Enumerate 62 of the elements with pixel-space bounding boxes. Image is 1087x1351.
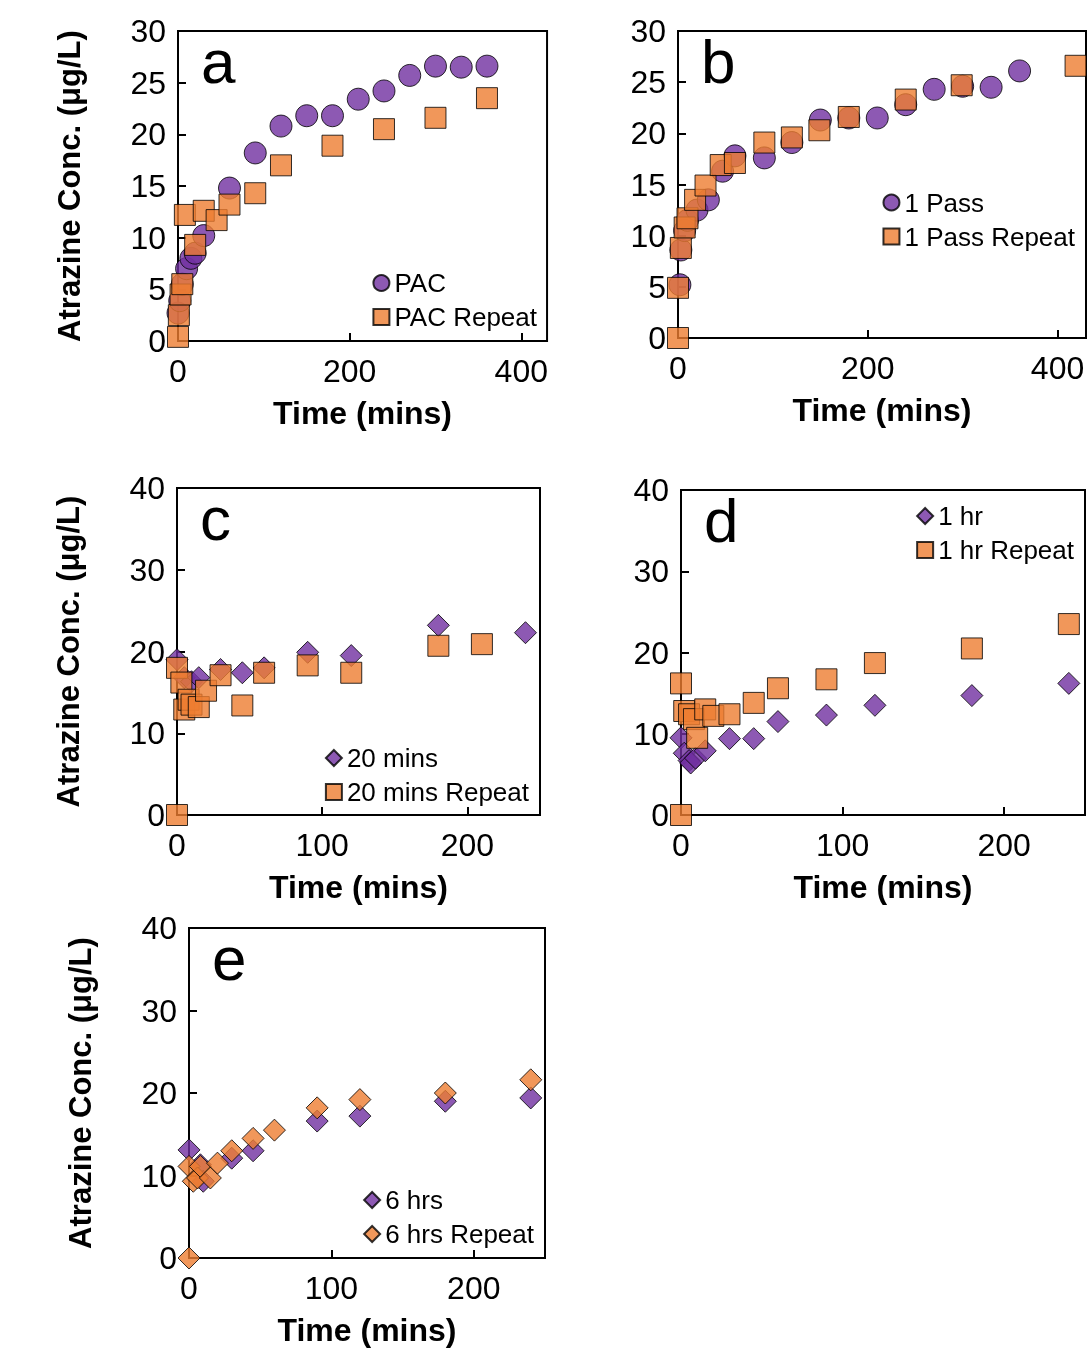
legend-label: 20 mins <box>346 743 438 773</box>
y-tick-label: 0 <box>148 323 166 359</box>
y-tick-label: 10 <box>630 217 666 254</box>
y-tick-label: 30 <box>129 551 165 588</box>
y-tick-label: 10 <box>633 715 669 752</box>
y-tick-label: 10 <box>141 1157 177 1194</box>
chart-title: a <box>201 26 236 96</box>
chart-title: c <box>200 483 231 553</box>
x-axis-title: Time (mins) <box>277 1312 457 1348</box>
y-tick-label: 0 <box>648 320 666 356</box>
y-tick-label: 10 <box>129 715 165 752</box>
y-tick-label: 5 <box>148 271 166 308</box>
y-axis-title: Atrazine Conc. (μg/L) <box>50 495 86 808</box>
y-tick-label: 40 <box>141 910 177 946</box>
y-tick-label: 0 <box>651 797 669 833</box>
legend-label: PAC <box>394 268 446 298</box>
chart-title: e <box>212 923 247 993</box>
y-tick-label: 25 <box>630 64 666 101</box>
y-tick-label: 15 <box>130 168 166 204</box>
legend-label: 6 hrs Repeat <box>385 1219 535 1249</box>
x-tick-label: 100 <box>295 827 349 863</box>
y-axis-title: Atrazine Conc. (μg/L) <box>62 937 98 1249</box>
legend-label: 1 Pass <box>904 187 984 218</box>
x-tick-label: 100 <box>815 827 870 863</box>
y-tick-label: 30 <box>141 992 177 1029</box>
x-tick-label: 100 <box>304 1270 359 1306</box>
y-tick-label: 20 <box>633 634 669 671</box>
y-tick-label: 0 <box>147 797 165 833</box>
y-tick-label: 0 <box>159 1240 177 1276</box>
y-tick-label: 20 <box>630 115 666 152</box>
chart-title: d <box>704 485 739 555</box>
x-tick-label: 200 <box>977 827 1031 863</box>
x-tick-label: 400 <box>494 353 548 389</box>
y-tick-label: 40 <box>129 470 165 506</box>
x-tick-label: 400 <box>1030 350 1085 386</box>
y-tick-label: 10 <box>130 219 166 256</box>
y-tick-label: 20 <box>130 116 166 153</box>
y-tick-label: 40 <box>633 472 669 508</box>
y-tick-label: 30 <box>630 13 666 49</box>
legend-label: 6 hrs <box>385 1185 443 1215</box>
x-axis-title: Time (mins) <box>792 392 972 428</box>
legend-label: 1 hr Repeat <box>938 535 1075 565</box>
y-tick-label: 25 <box>130 64 166 101</box>
x-axis-title: Time (mins) <box>793 869 973 905</box>
chart-title: b <box>701 26 736 96</box>
y-tick-label: 20 <box>129 633 165 670</box>
x-axis-title: Time (mins) <box>273 395 453 431</box>
legend-label: 1 Pass Repeat <box>904 221 1076 252</box>
x-axis-title: Time (mins) <box>269 869 448 905</box>
y-tick-label: 5 <box>648 268 666 305</box>
legend-label: PAC Repeat <box>394 302 538 332</box>
y-tick-label: 15 <box>630 166 666 203</box>
x-tick-label: 200 <box>322 353 377 389</box>
x-tick-label: 200 <box>841 350 895 386</box>
y-tick-label: 20 <box>141 1075 177 1111</box>
x-tick-label: 200 <box>447 1270 501 1306</box>
y-tick-label: 30 <box>633 553 669 590</box>
y-tick-label: 30 <box>130 13 166 49</box>
y-axis-title: Atrazine Conc. (μg/L) <box>51 30 87 342</box>
x-tick-label: 200 <box>440 827 495 863</box>
legend-label: 20 mins Repeat <box>346 777 530 807</box>
legend-label: 1 hr <box>938 501 984 531</box>
